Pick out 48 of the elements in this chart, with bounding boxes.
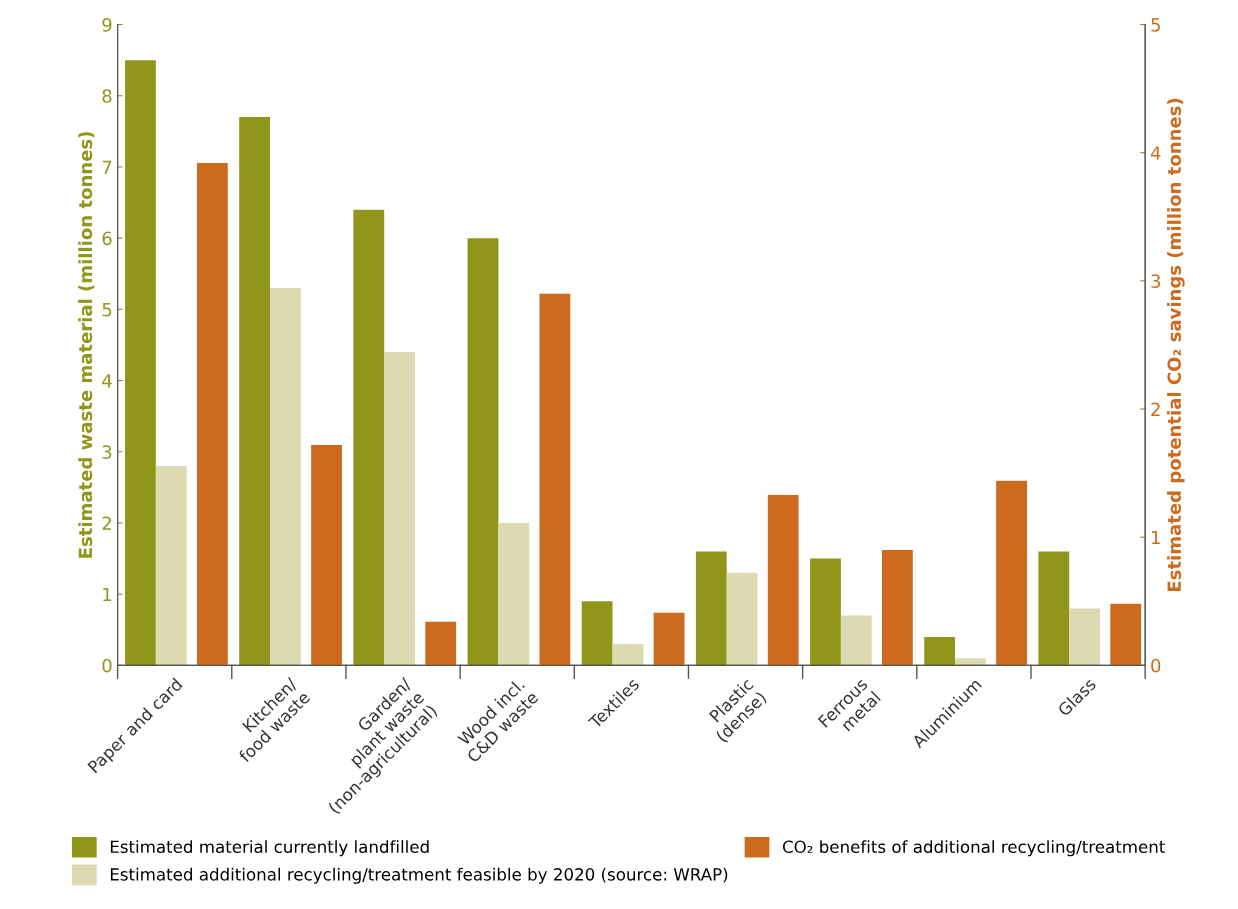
bar: [498, 522, 530, 666]
bar: [425, 621, 457, 666]
bar: [840, 615, 872, 666]
y-tick-label: 6: [102, 231, 112, 246]
bar: [1038, 551, 1070, 666]
bar: [125, 60, 156, 666]
y2-tick-label: 5: [1151, 18, 1160, 32]
bar: [996, 480, 1027, 666]
y2-tick-label: 4: [1150, 146, 1161, 160]
y-tick-label: 0: [102, 658, 112, 673]
y-tick-label: 8: [102, 89, 112, 103]
bar: [384, 352, 416, 666]
bar: [612, 644, 644, 666]
y-tick-label: 3: [102, 445, 112, 459]
bar: [539, 293, 571, 666]
y-tick-label: 1: [103, 587, 112, 602]
y2-tick-label: 3: [1151, 274, 1161, 288]
bar: [653, 612, 685, 666]
bar: [1069, 608, 1101, 666]
y-tick-label: 9: [102, 18, 112, 32]
y-tick-label: 5: [102, 303, 112, 317]
bar: [581, 601, 613, 666]
y2-tick-label: 1: [1151, 530, 1160, 545]
y2-tick-label: 2: [1151, 402, 1160, 416]
bar: [467, 238, 499, 666]
bar: [955, 658, 986, 666]
bar: [239, 117, 271, 666]
y-tick-label: 2: [102, 516, 111, 530]
bar: [1110, 603, 1142, 666]
y2-tick-label: 0: [1151, 658, 1161, 673]
bar: [155, 466, 187, 666]
bar: [196, 162, 228, 666]
bar: [810, 558, 841, 666]
legend-label: CO₂ benefits of additional recycling/treatment: [782, 840, 1165, 857]
bar: [924, 636, 956, 666]
bar: [767, 494, 799, 666]
bar: [726, 572, 758, 666]
y-tick-label: 7: [102, 160, 112, 174]
bar: [881, 550, 913, 666]
bar: [353, 209, 385, 666]
bar: [311, 444, 342, 666]
y-axis-title: Estimated waste material (million tonnes): [78, 132, 95, 558]
y2-axis-title: Estimated potential CO₂ savings (million tonnes): [1167, 98, 1185, 591]
legend-label: Estimated material currently landfilled: [110, 840, 429, 857]
bar: [270, 288, 301, 666]
bar: [695, 551, 727, 666]
legend-label: Estimated additional recycling/treatment feasible by 2020 (source: WRAP): [110, 867, 728, 884]
y-tick-label: 4: [102, 374, 112, 388]
